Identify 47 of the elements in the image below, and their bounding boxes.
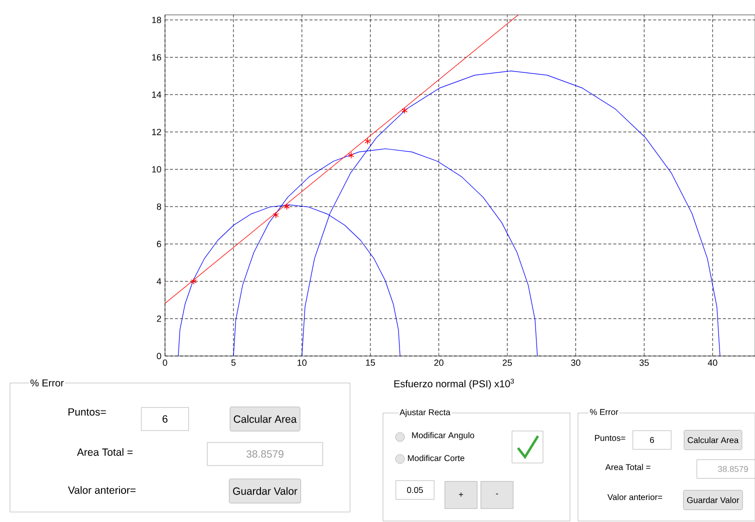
text: Modificar Corte	[408, 454, 464, 462]
x-tick-label: 35	[640, 360, 649, 366]
x-tick-label: 10	[298, 360, 307, 366]
point	[348, 152, 354, 159]
text: Valor anterior=	[607, 494, 662, 500]
y-tick-label: 0	[156, 352, 162, 360]
text: Guardar Valor	[233, 487, 298, 495]
text: 6	[162, 415, 168, 423]
text: Calcular Area	[234, 415, 297, 423]
text: +	[458, 492, 464, 497]
text: % Error	[30, 379, 64, 386]
text: 0.05	[407, 487, 423, 493]
y-tick-label: 10	[152, 166, 162, 172]
y-tick-label: 6	[156, 240, 162, 248]
x-tick-label: 0	[162, 360, 168, 366]
point	[402, 107, 408, 114]
y-tick-label: 2	[156, 316, 162, 322]
text: % Error	[590, 409, 618, 415]
text: 38.8579	[246, 450, 284, 458]
text: Valor anterior=	[68, 486, 136, 494]
x-tick-label: 40	[708, 360, 718, 366]
y-tick-label: 18	[152, 16, 162, 24]
x-tick-label: 25	[502, 360, 512, 366]
x-tick-label: 5	[231, 360, 236, 366]
x-tick-label: 30	[571, 360, 580, 366]
text: Modificar Angulo	[412, 432, 474, 440]
text: Area Total =	[76, 448, 133, 456]
y-tick-label: 12	[152, 128, 162, 136]
point	[272, 212, 279, 218]
y-tick-label: 8	[156, 203, 162, 210]
x-tick-label: 20	[434, 360, 444, 366]
point	[364, 138, 371, 145]
text: 6	[650, 437, 654, 443]
text: Puntos=	[68, 408, 106, 416]
text: Calcular Area	[688, 436, 739, 444]
text: Puntos=	[595, 435, 626, 441]
text: 38.8579	[718, 466, 748, 472]
y-tick-label: 16	[152, 54, 162, 60]
point	[284, 203, 290, 210]
x-tick-label: 15	[366, 360, 375, 366]
text: Guardar Valor	[687, 496, 740, 504]
y-tick-label: 14	[152, 92, 162, 98]
text: Area Total =	[605, 464, 650, 470]
x-axis-title: Esfuerzo normal (PSI) x10$^{3}$	[394, 378, 514, 390]
y-tick-label: 4	[156, 278, 162, 284]
text: Ajustar Recta	[400, 409, 450, 417]
point	[190, 278, 197, 285]
